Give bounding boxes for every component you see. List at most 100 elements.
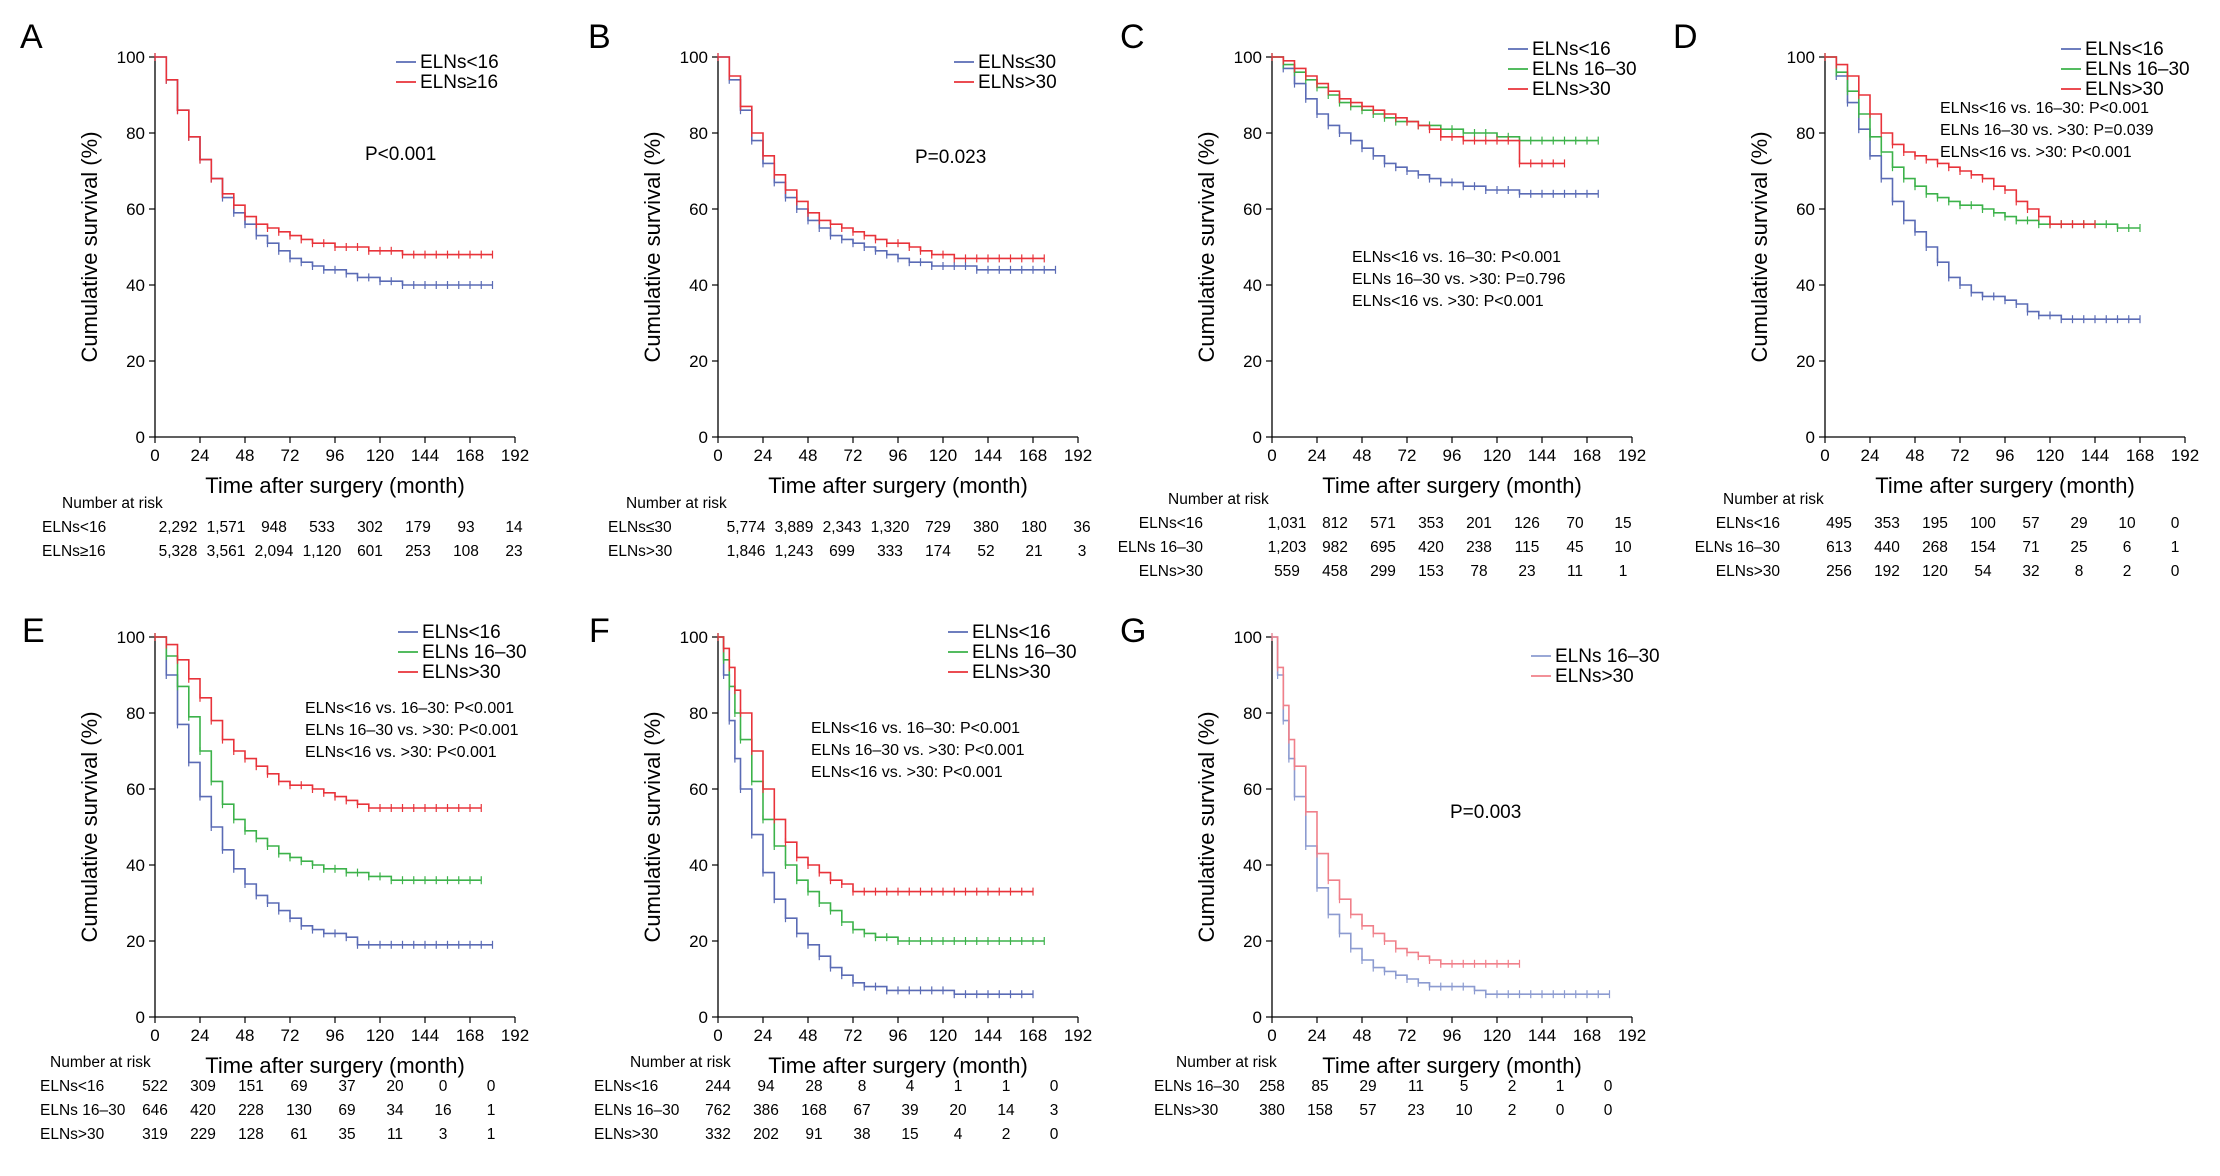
panel-b-y-axis-title: Cumulative survival (%) [640,131,665,362]
panel-e-x-tick-label: 0 [150,1026,159,1045]
panel-f-x-tick-label: 192 [1064,1026,1092,1045]
panel-c-y-tick-label: 60 [1243,200,1262,219]
panel-f-legend-label: ELNs>30 [972,662,1051,683]
panel-a-x-tick-label: 120 [366,446,394,465]
panel-d-x-tick-label: 48 [1906,446,1925,465]
panel-d-y-tick-label: 40 [1796,276,1815,295]
panel-a-risk-value: 108 [453,543,479,560]
panel-f-y-tick-label: 20 [689,932,708,951]
panel-b-letter: B [588,18,611,56]
panel-d-risk-value: 25 [2070,539,2087,556]
panel-a-risk-value: 302 [357,519,383,536]
panel-f-risk-value: 14 [997,1102,1015,1119]
panel-b-risk-value: 180 [1021,519,1047,536]
panel-c-x-tick-label: 72 [1398,446,1417,465]
panel-b-risk-value: 699 [829,543,855,560]
panel-d-risk-value: 268 [1922,539,1948,556]
panel-a-risk-title: Number at risk [62,495,163,512]
panel-g-risk-value: 0 [1604,1078,1613,1095]
panel-f-x-tick-label: 144 [974,1026,1002,1045]
panel-c-risk-value: 695 [1370,539,1396,556]
panel-c-risk-value: 812 [1322,515,1348,532]
panel-g-y-tick-label: 60 [1243,780,1262,799]
panel-g-risk-value: 2 [1508,1102,1517,1119]
panel-b-risk-value: 1,320 [871,519,910,536]
panel-f-risk-value: 168 [801,1102,827,1119]
panel-e-risk-value: 1 [487,1102,496,1119]
panel-d-comparison-2: ELNs 16–30 vs. >30: P=0.039 [1940,122,2154,139]
panel-a-y-axis-title: Cumulative survival (%) [77,131,102,362]
panel-g-risk-value: 57 [1359,1102,1376,1119]
panel-c-series-3-line [1272,56,1565,165]
panel-e-risk-value: 128 [238,1126,264,1143]
panel-b-risk-value: 52 [977,543,994,560]
panel-e-legend-label: ELNs<16 [422,622,501,643]
panel-c-risk-value: 458 [1322,563,1348,580]
panel-d-risk-value: 10 [2118,515,2136,532]
panel-g-risk-value: 10 [1455,1102,1473,1119]
panel-a-y-tick-label: 40 [126,276,145,295]
panel-e-x-tick-label: 72 [281,1026,300,1045]
panel-c-comparison-1: ELNs<16 vs. 16–30: P<0.001 [1352,249,1561,266]
panel-d-risk-value: 0 [2171,515,2180,532]
panel-b-x-tick-label: 192 [1064,446,1092,465]
panel-e-y-tick-label: 60 [126,780,145,799]
panel-a-x-tick-label: 96 [326,446,345,465]
panel-d-risk-value: 8 [2075,563,2084,580]
panel-d-risk-value: 2 [2123,563,2132,580]
panel-b-risk-value: 729 [925,519,951,536]
panel-g-x-tick-label: 96 [1443,1026,1462,1045]
panel-a-p-value: P<0.001 [365,144,436,165]
panel-b-x-tick-label: 72 [844,446,863,465]
panel-c-risk-value: 571 [1370,515,1396,532]
panel-c-x-tick-label: 0 [1267,446,1276,465]
panel-c-risk-row-label: ELNs 16–30 [1118,539,1204,556]
panel-g-y-tick-label: 80 [1243,704,1262,723]
panel-b-risk-row-label: ELNs>30 [608,543,673,560]
panel-b-risk-value: 1,243 [775,543,814,560]
panel-d-risk-value: 256 [1826,563,1852,580]
panel-f-y-tick-label: 0 [699,1008,708,1027]
panel-f-y-tick-label: 60 [689,780,708,799]
panel-d-y-axis-title: Cumulative survival (%) [1747,131,1772,362]
panel-g-x-tick-label: 0 [1267,1026,1276,1045]
panel-a-risk-value: 2,292 [159,519,198,536]
panel-f-legend-label: ELNs<16 [972,622,1051,643]
panel-e-risk-value: 20 [386,1078,404,1095]
panel-d-letter: D [1673,18,1698,56]
panel-b-y-tick-label: 80 [689,124,708,143]
panel-f-risk-value: 67 [853,1102,870,1119]
panel-b-p-value: P=0.023 [915,147,986,168]
panel-f-x-tick-label: 168 [1019,1026,1047,1045]
panel-c-x-tick-label: 192 [1618,446,1646,465]
panel-a-risk-value: 3,561 [207,543,246,560]
panel-f-risk-value: 1 [1002,1078,1011,1095]
panel-f-risk-value: 39 [901,1102,918,1119]
panel-f-x-tick-label: 48 [799,1026,818,1045]
panel-e-risk-title: Number at risk [50,1054,151,1071]
panel-f-y-tick-label: 80 [689,704,708,723]
panel-d-legend-label: ELNs 16–30 [2085,59,2190,80]
panel-c-risk-value: 420 [1418,539,1444,556]
panel-g-y-tick-label: 20 [1243,932,1262,951]
panel-b-risk-title: Number at risk [626,495,727,512]
panel-f-legend-label: ELNs 16–30 [972,642,1077,663]
panel-e-x-tick-label: 24 [191,1026,210,1045]
panel-g-p-value: P=0.003 [1450,802,1521,823]
panel-b-series-1-line [718,56,1056,271]
panel-d-y-tick-label: 60 [1796,200,1815,219]
panel-d-risk-value: 6 [2123,539,2132,556]
panel-e-risk-value: 228 [238,1102,264,1119]
panel-g-risk-title: Number at risk [1176,1054,1277,1071]
panel-c-risk-value: 45 [1566,539,1583,556]
panel-c-letter: C [1120,18,1145,56]
panel-d-risk-row-label: ELNs 16–30 [1695,539,1781,556]
panel-c-risk-value: 78 [1470,563,1487,580]
panel-b-x-tick-label: 0 [713,446,722,465]
panel-g-x-axis-title: Time after surgery (month) [1322,1053,1582,1078]
panel-g-x-tick-label: 72 [1398,1026,1417,1045]
panel-c-risk-value: 982 [1322,539,1348,556]
panel-e-comparison-3: ELNs<16 vs. >30: P<0.001 [305,744,497,761]
panel-c-x-tick-label: 168 [1573,446,1601,465]
